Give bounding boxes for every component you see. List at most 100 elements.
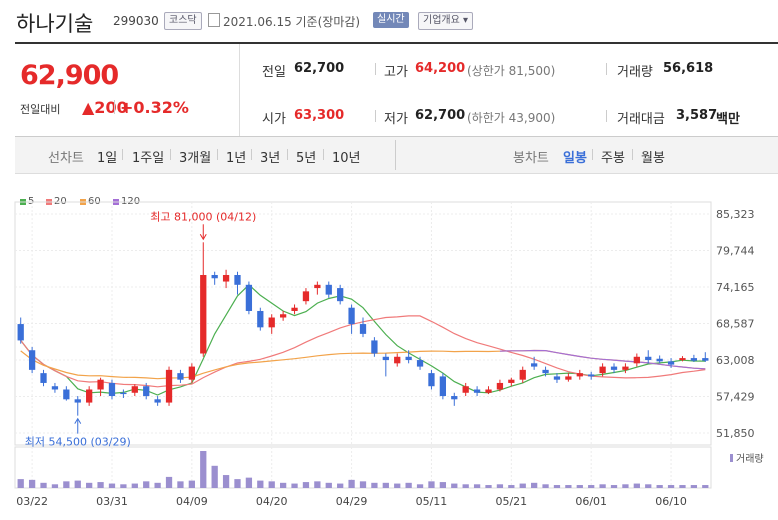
candle-body: [576, 373, 583, 377]
volume-bar: [268, 481, 275, 488]
volume-bar: [405, 482, 412, 488]
candle-body: [51, 386, 59, 390]
volume-bar: [508, 485, 515, 488]
candle-chart-label[interactable]: 봉차트: [513, 151, 549, 166]
low-value: 62,700: [415, 108, 466, 123]
period-1d[interactable]: 1일: [97, 151, 118, 166]
candle-body: [496, 382, 504, 390]
candle-body: [302, 291, 310, 302]
candle-body: [74, 399, 81, 403]
price-chart: 85,323 79,744 74,165 68,587 63,008 57,429 51,8…: [14, 201, 764, 508]
separator: [323, 149, 324, 160]
period-daily[interactable]: 일봉: [563, 151, 587, 166]
volume-bar: [531, 482, 538, 488]
x-tick-label: 06/01: [575, 495, 607, 508]
line-chart-label[interactable]: 선차트: [48, 151, 84, 166]
change-value: ▲200: [82, 98, 128, 117]
volume-legend-label: 거래량: [736, 453, 764, 465]
candle-body: [428, 373, 435, 387]
ma5-line: [20, 283, 706, 396]
period-5y[interactable]: 5년: [296, 151, 317, 166]
period-monthly[interactable]: 월봉: [641, 151, 665, 166]
candle-body: [405, 356, 412, 361]
volume-value: 56,618: [663, 61, 714, 76]
volume-bar: [416, 484, 424, 488]
volume-bar: [28, 479, 36, 488]
volume-bar: [622, 484, 629, 488]
company-overview-dropdown[interactable]: 기업개요 ▾: [418, 12, 473, 30]
price-box: [15, 44, 240, 136]
volume-bar: [314, 481, 321, 488]
company-name: 하나기술: [16, 12, 94, 36]
candle-body: [200, 274, 207, 354]
volume-bar: [337, 483, 344, 488]
volume-bar: [690, 485, 698, 488]
candle-body: [610, 366, 618, 370]
volume-bar: [667, 485, 675, 488]
candle-body: [462, 386, 469, 393]
volume-bar: [200, 451, 207, 488]
separator: [632, 149, 633, 160]
x-tick-label: 05/11: [416, 495, 448, 508]
candle-body: [542, 369, 549, 374]
volume-bar: [325, 482, 332, 488]
realtime-button[interactable]: 실시간: [373, 12, 409, 28]
volume-bar: [656, 485, 663, 488]
x-tick-label: 05/21: [495, 495, 527, 508]
quote-date: 2021.06.15 기준(장마감): [223, 15, 361, 29]
volume-bar: [291, 483, 298, 488]
period-1w[interactable]: 1주일: [132, 151, 165, 166]
volume-bar: [40, 482, 47, 488]
candle-body: [394, 356, 401, 364]
period-1y[interactable]: 1년: [226, 151, 247, 166]
market-badge: 코스닥: [164, 12, 202, 30]
volume-bar: [131, 483, 138, 488]
volume-bar: [359, 481, 367, 488]
volume-bar: [702, 485, 709, 488]
volume-bar: [63, 481, 70, 488]
volume-bar: [633, 483, 640, 488]
y-tick-label: 63,008: [716, 354, 755, 367]
volume-legend-swatch: [730, 454, 733, 462]
volume-bar: [302, 482, 310, 488]
volume-bar: [519, 483, 526, 488]
candle-body: [268, 317, 275, 328]
candle-body: [143, 386, 150, 397]
volume-bar: [108, 483, 116, 488]
period-weekly[interactable]: 주봉: [601, 151, 625, 166]
y-tick-label: 79,744: [716, 245, 755, 258]
low-arrow-head: [74, 417, 82, 424]
candle-body: [234, 274, 241, 285]
separator: [375, 63, 376, 75]
y-tick-label: 51,850: [716, 427, 755, 440]
volume-bar: [645, 484, 652, 488]
amount-value: 3,587: [676, 108, 718, 123]
candle-body: [40, 373, 47, 383]
volume-bar: [439, 482, 447, 488]
volume-bar: [610, 485, 618, 488]
candle-body: [588, 374, 595, 377]
volume-bar: [51, 484, 59, 488]
candle-body: [337, 288, 344, 302]
chart-toolbar: [15, 137, 778, 174]
volume-bar: [542, 484, 549, 488]
period-3y[interactable]: 3년: [260, 151, 281, 166]
candle-body: [656, 358, 663, 362]
volume-bar: [348, 479, 355, 488]
separator: [251, 149, 252, 160]
volume-bar: [245, 477, 253, 488]
candle-body: [359, 324, 367, 334]
candle-body: [120, 392, 127, 395]
volume-bar: [428, 481, 435, 488]
candle-body: [599, 366, 606, 374]
candle-body: [314, 284, 321, 289]
period-10y[interactable]: 10년: [332, 151, 361, 166]
y-tick-label: 57,429: [716, 391, 755, 404]
period-3m[interactable]: 3개월: [179, 151, 212, 166]
candle-body: [97, 379, 104, 390]
x-tick-label: 04/29: [336, 495, 368, 508]
candle-body: [679, 358, 686, 361]
candle-body: [245, 284, 253, 311]
y-tick-label: 68,587: [716, 318, 755, 331]
volume-bar: [462, 484, 469, 488]
